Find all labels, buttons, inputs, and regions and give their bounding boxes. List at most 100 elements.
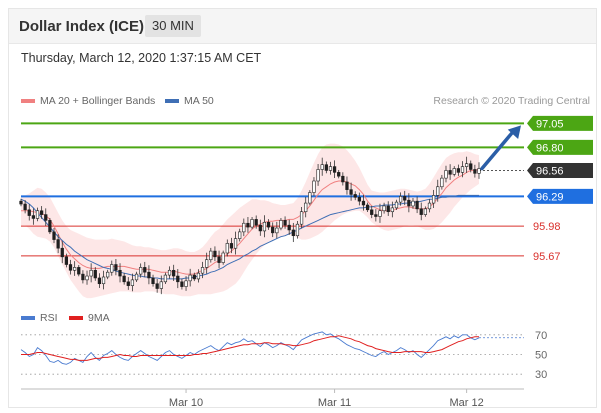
- chart-datetime: Thursday, March 12, 2020 1:37:15 AM CET: [21, 51, 262, 65]
- rsi-tick-label: 50: [535, 350, 547, 362]
- candle: [374, 209, 378, 222]
- candle: [172, 264, 176, 281]
- rsi-legend-label: RSI: [40, 312, 58, 324]
- candle: [287, 219, 291, 235]
- candle: [159, 275, 163, 295]
- candle: [316, 164, 320, 186]
- candle: [233, 231, 238, 255]
- candles: [19, 156, 481, 295]
- candle: [465, 156, 469, 173]
- ma9-legend-label: 9MA: [88, 312, 110, 324]
- ma9-legend-swatch: [69, 316, 83, 320]
- forecast-arrow: [480, 125, 521, 171]
- candle: [101, 270, 106, 290]
- candle: [452, 166, 456, 177]
- candle: [44, 208, 48, 226]
- candle: [163, 272, 168, 284]
- candle: [353, 191, 357, 201]
- ma50-legend-label: MA 50: [184, 95, 214, 107]
- bollinger-band: [21, 143, 479, 299]
- candle: [60, 241, 64, 264]
- candle: [469, 160, 473, 173]
- candle: [225, 239, 229, 257]
- time-tick-label: Mar 12: [449, 397, 483, 408]
- candle: [205, 252, 209, 274]
- candle: [382, 202, 386, 214]
- rsi-ma9-line: [21, 335, 479, 361]
- credit-text: Research © 2020 Trading Central: [433, 95, 590, 107]
- candle: [200, 261, 205, 279]
- level-tag-pivot: [527, 188, 593, 204]
- candle: [93, 267, 97, 281]
- candle: [19, 198, 23, 207]
- ma50-legend-swatch: [165, 99, 179, 103]
- candle: [176, 269, 180, 289]
- candle: [460, 161, 465, 178]
- time-tick-label: Mar 11: [318, 397, 351, 408]
- candle: [444, 165, 448, 183]
- candle: [304, 196, 308, 218]
- time-tick-label: Mar 10: [169, 397, 203, 408]
- timeframe-badge[interactable]: 30 MIN: [145, 15, 201, 37]
- candle: [308, 190, 312, 206]
- candle: [279, 217, 283, 231]
- rsi-tick-label: 70: [535, 330, 547, 342]
- level-label-support: 95.98: [533, 221, 561, 233]
- candle: [23, 200, 27, 214]
- chart-widget: Dollar Index (ICE) 30 MIN Thursday, Marc…: [8, 8, 597, 408]
- candle: [97, 273, 102, 288]
- candle: [130, 273, 135, 292]
- candle: [283, 216, 287, 229]
- candle: [77, 265, 81, 277]
- candle: [143, 261, 147, 278]
- bollinger-band-area: [21, 143, 479, 299]
- candle: [295, 221, 300, 239]
- ma20-legend-label: MA 20 + Bollinger Bands: [40, 95, 155, 107]
- candle: [473, 164, 477, 178]
- candle: [361, 194, 366, 211]
- candle: [378, 203, 382, 223]
- candle: [114, 259, 118, 276]
- forecast-arrow-head: [507, 125, 521, 139]
- candle: [250, 217, 254, 230]
- candle: [456, 164, 460, 176]
- candle: [238, 228, 242, 242]
- candle: [415, 196, 419, 214]
- candle: [403, 190, 407, 206]
- candle: [40, 206, 44, 219]
- candle: [320, 157, 324, 176]
- candle: [423, 206, 427, 217]
- candle: [192, 272, 196, 282]
- candle: [118, 263, 122, 283]
- instrument-title: Dollar Index (ICE): [19, 18, 145, 35]
- candle: [419, 202, 423, 221]
- candle: [56, 234, 60, 254]
- level-label-resistance: 97.05: [536, 118, 564, 130]
- candle: [436, 179, 440, 202]
- candle: [167, 266, 172, 279]
- candle: [262, 215, 267, 238]
- candle: [332, 160, 337, 178]
- candle: [147, 265, 151, 285]
- candle: [64, 253, 69, 268]
- candle: [394, 199, 399, 211]
- ma50-line: [20, 194, 479, 280]
- candle: [221, 250, 225, 265]
- candle: [370, 205, 374, 219]
- rsi-tick-label: 30: [535, 369, 547, 381]
- candle: [341, 172, 345, 186]
- candle: [209, 247, 213, 263]
- candle: [365, 202, 370, 212]
- candle: [427, 199, 432, 213]
- candle: [126, 277, 130, 290]
- candle: [85, 270, 89, 285]
- candle: [312, 177, 316, 197]
- candle: [324, 161, 328, 174]
- candle: [184, 276, 188, 291]
- candle: [27, 204, 31, 221]
- candle: [89, 263, 93, 283]
- candle: [106, 269, 110, 280]
- candle: [180, 278, 184, 290]
- price-level-labels: 97.05 96.80 96.56 96.29 95.98 95.67: [527, 115, 593, 263]
- candle: [81, 270, 85, 284]
